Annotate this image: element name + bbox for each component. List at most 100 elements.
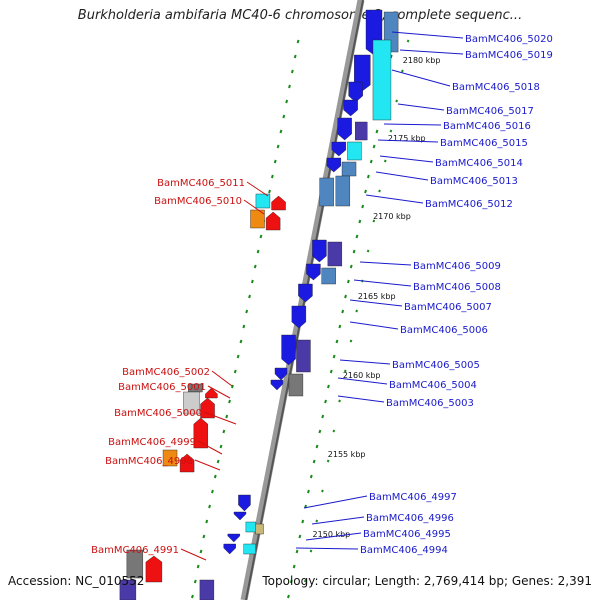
reverse-gene-label: BamMC406_5001 [118, 382, 206, 393]
reverse-gene-connector [211, 370, 233, 387]
inner-tick-mark [358, 219, 362, 224]
inner-tick-mark [355, 234, 359, 239]
forward-gene-connector [379, 155, 434, 163]
gene-arrow [271, 195, 286, 211]
gene-arrow [306, 263, 321, 281]
reverse-gene-label: BamMC406_5000 [114, 408, 202, 419]
forward-gene-label: BamMC406_5008 [413, 282, 501, 293]
kbp-tick-mark [321, 489, 324, 493]
inner-tick-mark [324, 399, 328, 404]
kbp-tick-mark [338, 399, 341, 403]
forward-gene-connector [359, 261, 412, 266]
forward-gene-label: BamMC406_4996 [366, 513, 454, 524]
outer-tick-mark [205, 519, 209, 524]
gene-arrow [348, 81, 363, 103]
outer-tick-mark [248, 294, 251, 299]
gene-block [255, 523, 264, 535]
gene-arrow [205, 387, 218, 399]
outer-tick-mark [236, 354, 240, 359]
reverse-gene-label: BamMC406_4991 [91, 545, 179, 556]
gene-block [243, 543, 256, 555]
kbp-tick-mark [326, 459, 330, 463]
inner-tick-mark [295, 549, 299, 554]
gene-arrow [326, 157, 341, 173]
kbp-tick-mark [355, 309, 359, 313]
outer-tick-mark [279, 129, 283, 134]
inner-tick-mark [312, 459, 316, 464]
outer-tick-mark [290, 69, 294, 74]
inner-tick-mark [352, 249, 356, 254]
outer-tick-mark [270, 174, 274, 179]
gene-block [327, 241, 343, 267]
inner-tick-mark [366, 174, 370, 179]
outer-tick-mark [210, 489, 214, 494]
forward-gene-connector [339, 359, 391, 365]
gene-block [183, 391, 200, 415]
gene-arrow [298, 283, 313, 303]
forward-gene-label: BamMC406_5005 [392, 360, 480, 371]
reverse-gene-connector [203, 411, 237, 425]
reverse-gene-label: BamMC406_4998 [105, 456, 193, 467]
outer-tick-mark [219, 444, 223, 449]
forward-gene-connector [397, 103, 445, 111]
gene-arrow [331, 141, 347, 157]
forward-gene-connector [305, 532, 362, 541]
inner-tick-mark [298, 534, 302, 539]
gene-arrow [343, 99, 358, 117]
outer-tick-mark [199, 549, 203, 554]
forward-gene-label: BamMC406_5012 [425, 199, 513, 210]
forward-gene-label: BamMC406_5009 [413, 261, 501, 272]
kbp-marker-label: 2175 kbp [388, 134, 426, 143]
outer-tick-mark [225, 414, 229, 419]
kbp-tick-mark [332, 429, 336, 433]
inner-tick-mark [338, 324, 342, 329]
forward-gene-connector [311, 516, 365, 525]
gene-arrow [274, 367, 288, 381]
inner-tick-mark [372, 144, 376, 149]
kbp-marker-label: 2150 kbp [313, 530, 351, 539]
outer-tick-mark [230, 384, 234, 389]
gene-arrow [265, 211, 281, 231]
inner-tick-mark [306, 489, 310, 494]
reverse-gene-connector [246, 181, 269, 197]
kbp-marker-label: 2160 kbp [343, 371, 381, 380]
forward-gene-label: BamMC406_5016 [443, 121, 531, 132]
outer-tick-mark [228, 399, 232, 404]
kbp-tick-mark [372, 219, 376, 223]
outer-tick-mark [242, 324, 246, 329]
kbp-marker-label: 2170 kbp [373, 212, 411, 221]
outer-tick-mark [193, 579, 197, 584]
forward-gene-connector [303, 495, 368, 509]
kbp-marker-label: 2155 kbp [328, 450, 366, 459]
gene-block [255, 193, 271, 209]
reverse-gene-connector [207, 385, 231, 399]
reverse-gene-connector [194, 459, 221, 471]
kbp-marker-label: 2165 kbp [358, 292, 396, 301]
forward-gene-connector [337, 395, 385, 403]
reverse-gene-connector [243, 199, 265, 215]
forward-gene-connector [365, 194, 424, 204]
kbp-tick-mark [303, 579, 307, 583]
reverse-gene-label: BamMC406_5002 [122, 367, 210, 378]
forward-gene-label: BamMC406_4994 [360, 545, 448, 556]
gene-arrow [223, 543, 236, 555]
reverse-gene-connector [180, 548, 207, 561]
kbp-tick-mark [400, 69, 404, 73]
forward-gene-connector [375, 171, 429, 181]
outer-tick-mark [288, 84, 291, 89]
inner-tick-mark [321, 414, 325, 419]
forward-gene-label: BamMC406_5015 [440, 138, 528, 149]
forward-gene-label: BamMC406_5004 [389, 380, 477, 391]
topology-summary: Topology: circular; Length: 2,769,414 bp… [262, 574, 592, 588]
forward-gene-label: BamMC406_5003 [386, 398, 474, 409]
outer-tick-mark [293, 54, 297, 59]
forward-gene-connector [337, 377, 388, 385]
forward-gene-connector [295, 547, 359, 550]
accession-label: Accession: NC_010552 [8, 574, 145, 588]
outer-tick-mark [245, 309, 249, 314]
outer-tick-mark [222, 429, 226, 434]
gene-block [162, 449, 178, 467]
gene-arrow [291, 305, 307, 329]
kbp-tick-mark [378, 189, 381, 193]
